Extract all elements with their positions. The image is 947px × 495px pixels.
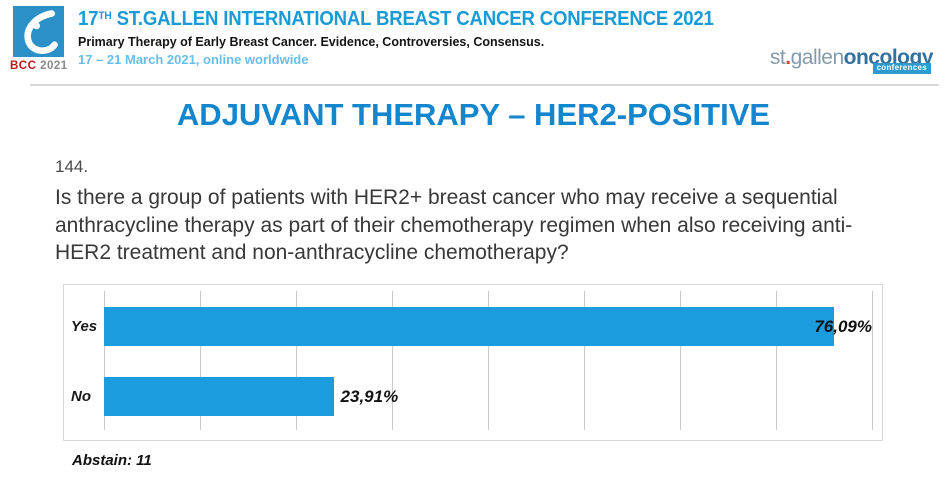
logo-st: st — [769, 46, 786, 69]
bcc-logo — [13, 6, 64, 57]
question-text: Is there a group of patients with HER2+ … — [55, 186, 853, 265]
stgallen-oncology-logo: st.gallenoncology conferences — [769, 46, 934, 74]
conference-subtitle: Primary Therapy of Early Breast Cancer. … — [78, 35, 545, 49]
logo-dot: . — [785, 46, 791, 69]
gridline — [296, 291, 297, 430]
header-divider — [30, 84, 939, 86]
gridline — [584, 291, 585, 430]
conference-title-ordinal: TH — [98, 10, 112, 22]
bar-row-no: No 23,91% — [71, 377, 872, 416]
gridline — [776, 291, 777, 430]
question-number: 144. — [55, 157, 89, 176]
abstain-note: Abstain: 11 — [72, 452, 152, 469]
question-block: 144. Is there a group of patients with H… — [55, 157, 920, 267]
conference-header: BCC 2021 17TH ST.GALLEN INTERNATIONAL BR… — [0, 0, 947, 86]
breast-drop-icon — [24, 10, 58, 54]
gridline — [488, 291, 489, 430]
conferences-badge: conferences — [872, 63, 931, 74]
conference-title-rest: ST.GALLEN INTERNATIONAL BREAST CANCER CO… — [111, 8, 714, 30]
bcc-year-label: BCC 2021 — [10, 60, 80, 72]
bar-category-label: Yes — [71, 318, 98, 335]
gridline — [104, 291, 105, 430]
bar-rows: Yes 76,09% No 23,91% — [71, 291, 872, 430]
gridline — [872, 291, 873, 430]
header-text-block: 17TH ST.GALLEN INTERNATIONAL BREAST CANC… — [78, 8, 762, 67]
bcc-text: BCC — [10, 60, 37, 72]
conference-dates: 17 – 21 March 2021, online worldwide — [78, 52, 309, 67]
grid — [104, 291, 873, 430]
bar-value-label: 76,09% — [814, 316, 872, 336]
gridline — [200, 291, 201, 430]
bar-value-label: 23,91% — [340, 386, 399, 406]
bar-yes — [104, 307, 835, 346]
conference-title: 17TH ST.GALLEN INTERNATIONAL BREAST CANC… — [78, 8, 714, 31]
bcc-year: 2021 — [40, 60, 68, 72]
bar-category-label: No — [71, 388, 91, 405]
bar-no — [104, 377, 334, 416]
poll-results-chart: Yes 76,09% No 23,91% — [63, 284, 883, 441]
slide-title: ADJUVANT THERAPY – HER2-POSITIVE — [176, 97, 771, 132]
bar-row-yes: Yes 76,09% — [71, 307, 872, 346]
logo-gallen: gallen — [790, 46, 845, 69]
gridline — [680, 291, 681, 430]
plot-area: Yes 76,09% No 23,91% — [71, 291, 873, 430]
conference-title-number: 17 — [78, 8, 99, 30]
gridline — [392, 291, 393, 430]
